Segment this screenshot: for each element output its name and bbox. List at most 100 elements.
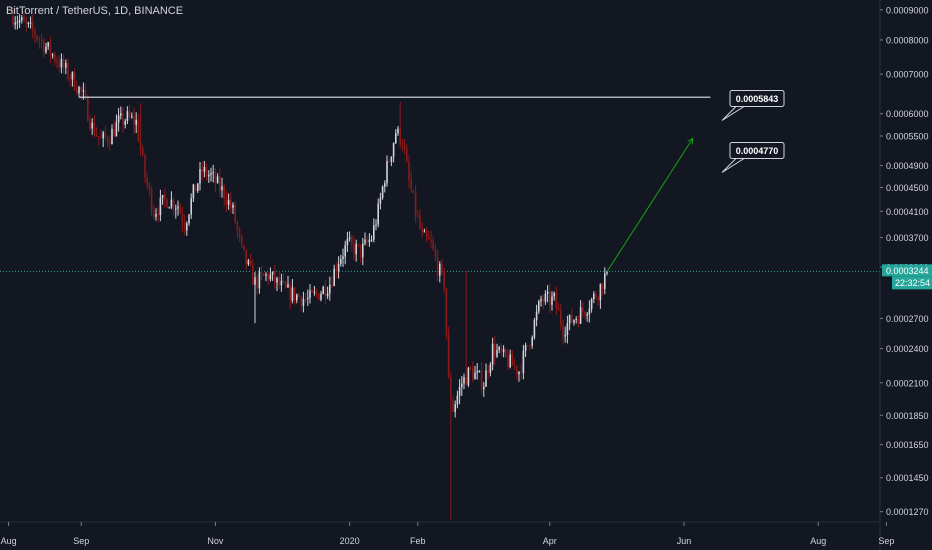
candle-body <box>527 345 529 347</box>
candle-body <box>472 367 474 380</box>
candle-body <box>150 189 153 212</box>
candle-body <box>362 243 364 258</box>
candle-body <box>219 176 221 191</box>
candle-body <box>577 318 580 324</box>
candle-body <box>16 22 19 24</box>
time-tick-label: Nov <box>207 536 224 546</box>
candle-body <box>106 137 109 143</box>
candle-body <box>201 168 203 173</box>
candle-body <box>175 208 177 210</box>
candle-body <box>254 277 256 285</box>
countdown-label: 22:32:54 <box>895 278 930 288</box>
candle-body <box>560 310 562 325</box>
candle-body <box>498 347 500 351</box>
candle-body <box>76 89 78 94</box>
candle-body <box>47 42 49 47</box>
price-axis[interactable]: 0.0009000 0.0008000 0.0007000 0.0006000 0.00… <box>879 0 932 550</box>
candle-body <box>100 137 102 139</box>
candle-body <box>355 243 357 255</box>
price-callout: 0.0005843 <box>721 90 785 121</box>
candle-body <box>60 58 63 68</box>
candle-body <box>104 132 107 138</box>
candle-body <box>12 15 14 25</box>
candle-body <box>102 132 104 139</box>
candle-body <box>399 128 401 145</box>
candle-body <box>542 299 544 302</box>
candle-body <box>203 166 206 173</box>
candle-body <box>478 370 481 372</box>
candle-body <box>447 334 450 378</box>
candle-body <box>397 128 399 134</box>
candle-body <box>386 161 388 184</box>
candle-body <box>549 291 551 305</box>
candle-body <box>225 198 228 205</box>
candle-body <box>25 20 27 24</box>
price-tick-label: 0.0008000 <box>886 35 929 45</box>
candle-body <box>597 297 599 301</box>
candle-body <box>535 311 538 321</box>
candle-body <box>392 143 395 157</box>
candle-body <box>21 17 23 21</box>
candle-body <box>133 116 135 125</box>
candle-body <box>342 256 344 259</box>
candle-body <box>181 213 184 223</box>
candle-body <box>315 291 318 294</box>
callout-pointer <box>721 158 746 173</box>
candle-body <box>58 62 60 68</box>
candle-body <box>267 274 269 280</box>
candle-body <box>425 231 428 237</box>
time-tick-label: Feb <box>410 536 426 546</box>
candle-body <box>311 290 313 292</box>
symbol-title: BitTorrent / TetherUS, 1D, BINANCE <box>6 5 184 17</box>
candle-body <box>408 161 410 180</box>
candle-body <box>300 296 302 306</box>
time-axis[interactable]: AugSepNov2020FebAprJunAugSepNov <box>0 521 932 546</box>
price-tick-label: 0.0003700 <box>886 233 929 243</box>
price-tick-label: 0.0001650 <box>886 440 929 450</box>
candle-body <box>289 284 291 301</box>
candle-body <box>450 377 452 400</box>
callout-box <box>729 142 785 160</box>
candle-body <box>179 206 181 214</box>
candle-body <box>322 286 324 295</box>
candle-body <box>32 22 34 31</box>
last-price-badge <box>882 264 932 277</box>
candle-body <box>529 345 531 347</box>
candle-body <box>309 290 311 299</box>
candle-body <box>505 349 507 357</box>
candle-body <box>359 244 362 258</box>
candle-body <box>406 149 408 162</box>
candle-body <box>423 231 426 233</box>
price-tick-label: 0.0002100 <box>886 378 929 388</box>
candle-body <box>456 395 459 405</box>
candle-body <box>588 308 591 315</box>
countdown-badge <box>892 276 932 290</box>
candle-body <box>595 293 597 298</box>
candle-body <box>414 192 417 215</box>
candle-body <box>14 22 16 25</box>
candle-body <box>243 245 245 250</box>
candle-body <box>606 271 608 274</box>
candle-body <box>575 318 577 320</box>
candle-body <box>346 238 349 246</box>
price-tick-label: 0.0004100 <box>886 207 929 217</box>
callout-label: 0.0005843 <box>736 94 779 104</box>
candle-body <box>454 404 456 412</box>
candle-body <box>599 283 602 301</box>
candle-body <box>480 370 483 390</box>
candle-body <box>381 186 384 198</box>
candle-body <box>302 298 305 306</box>
candle-body <box>421 228 423 233</box>
price-tick-label: 0.0002400 <box>886 344 929 354</box>
candle-body <box>513 365 516 367</box>
candle-body <box>546 291 549 294</box>
candle-body <box>62 58 65 68</box>
candle-body <box>298 294 300 297</box>
candle-body <box>115 122 118 137</box>
candle-body <box>494 343 496 357</box>
candle-body <box>23 17 25 21</box>
candle-body <box>524 345 527 351</box>
candle-body <box>280 280 283 286</box>
candle-body <box>164 195 166 200</box>
